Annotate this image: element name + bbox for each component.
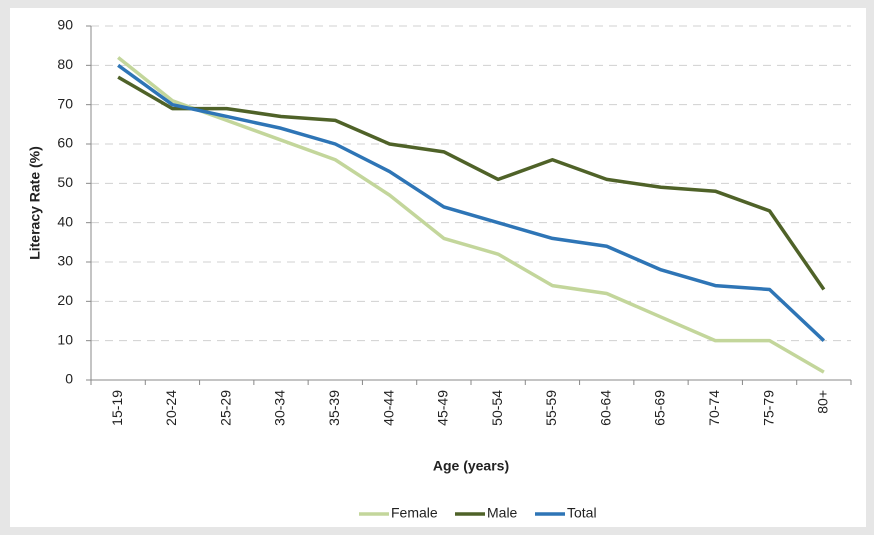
line-series bbox=[117, 63, 826, 342]
x-tick-label: 60-64 bbox=[597, 390, 613, 426]
x-tick-label: 75-79 bbox=[760, 390, 776, 426]
y-tick-label: 30 bbox=[57, 253, 73, 269]
x-tick-label: 55-59 bbox=[543, 390, 559, 426]
chart-area bbox=[10, 8, 866, 527]
y-tick-label: 40 bbox=[57, 213, 73, 229]
x-tick-label: 30-34 bbox=[272, 390, 288, 426]
y-tick-label: 20 bbox=[57, 292, 73, 308]
x-axis-title: Age (years) bbox=[433, 458, 509, 474]
legend-label: Female bbox=[391, 505, 438, 521]
y-tick-label: 0 bbox=[65, 371, 73, 387]
x-tick-label: 20-24 bbox=[163, 390, 179, 426]
x-tick-label: 15-19 bbox=[109, 390, 125, 426]
x-tick-label: 70-74 bbox=[706, 390, 722, 426]
line-series bbox=[117, 75, 826, 291]
x-tick-label: 45-49 bbox=[435, 390, 451, 426]
x-tick-label: 35-39 bbox=[326, 390, 342, 426]
x-tick-label: 25-29 bbox=[217, 390, 233, 426]
x-tick-label: 40-44 bbox=[380, 390, 396, 426]
y-tick-label: 50 bbox=[57, 174, 73, 190]
y-tick-label: 90 bbox=[57, 17, 73, 33]
x-tick-label: 65-69 bbox=[652, 390, 668, 426]
y-tick-label: 10 bbox=[57, 331, 73, 347]
x-tick-label: 50-54 bbox=[489, 390, 505, 426]
y-tick-label: 60 bbox=[57, 135, 73, 151]
line-series bbox=[117, 56, 825, 374]
legend-label: Total bbox=[567, 505, 597, 521]
y-axis-title: Literacy Rate (%) bbox=[27, 146, 43, 260]
x-tick-label: 80+ bbox=[815, 390, 831, 414]
y-tick-label: 80 bbox=[57, 56, 73, 72]
legend-label: Male bbox=[487, 505, 518, 521]
y-tick-label: 70 bbox=[57, 95, 73, 111]
